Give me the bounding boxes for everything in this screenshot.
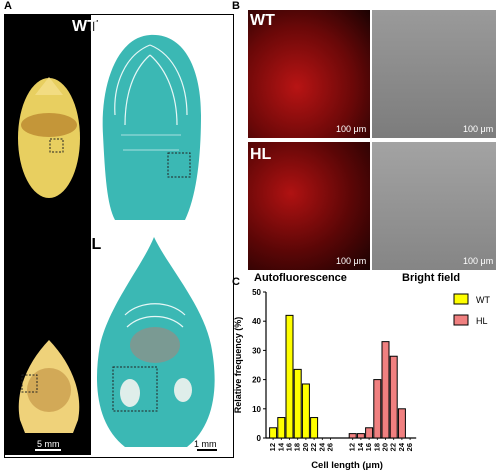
y-tick-label: 0 (257, 434, 262, 443)
panel-b-hl-label: HL (250, 146, 272, 163)
scale-wt-fluor: 100 μm (336, 124, 367, 134)
y-tick-label: 50 (252, 288, 261, 297)
x-tick-label-wt: 18 (293, 443, 302, 451)
x-tick-label-wt: 22 (309, 443, 318, 451)
y-tick-label: 40 (252, 317, 261, 326)
x-tick-label-wt: 26 (326, 443, 335, 451)
bar-hl (365, 427, 374, 439)
x-tick-label-hl: 18 (372, 443, 381, 451)
x-tick-label-hl: 20 (381, 443, 390, 451)
y-tick-label: 30 (252, 346, 261, 355)
bar-wt (269, 427, 278, 439)
x-tick-label-hl: 12 (348, 443, 357, 451)
x-tick-label-wt: 24 (317, 442, 326, 451)
x-axis-title: Cell length (μm) (311, 460, 383, 470)
hl-section-image (96, 237, 217, 451)
bar-wt (285, 314, 294, 439)
x-tick-label-wt: 20 (301, 443, 310, 451)
x-tick-label-hl: 16 (364, 443, 373, 451)
panel-label-b: B (232, 0, 240, 12)
hl-autofluorescence-image (248, 142, 370, 270)
scale-hl-bright: 100 μm (463, 256, 494, 266)
panel-a-frame (4, 14, 234, 458)
panel-a-images (18, 34, 217, 451)
bar-wt (301, 383, 310, 439)
caption-autofluorescence: Autofluorescence (254, 272, 347, 284)
bar-hl (373, 379, 382, 439)
wt-autofluorescence-image (248, 10, 370, 138)
bar-hl (389, 355, 398, 439)
bar-hl (348, 433, 357, 439)
wt-seed-photo (18, 77, 80, 198)
panel-a-wt-label: WT (72, 18, 97, 35)
x-tick-label-hl: 14 (356, 442, 365, 451)
bar-wt (293, 368, 302, 439)
hl-bright-field-image (372, 142, 496, 270)
y-axis-title: Relative frequency (%) (233, 317, 243, 414)
panel-a-scale-5mm: 5 mm (37, 439, 60, 449)
x-tick-label-hl: 26 (405, 443, 414, 451)
x-tick-label-wt: 16 (285, 443, 294, 451)
legend-swatch-wt (453, 293, 469, 305)
caption-bright-field: Bright field (402, 272, 461, 284)
panel-label-c: C (232, 276, 240, 288)
x-tick-label-wt: 14 (276, 442, 285, 451)
legend-swatch-hl (453, 314, 469, 326)
hl-seed-photo (18, 340, 80, 451)
legend-label-hl: HL (476, 316, 488, 326)
wt-section-image (102, 34, 201, 220)
panel-a-hl-label: HL (80, 236, 102, 253)
panel-a-scale-1mm: 1 mm (194, 439, 217, 449)
y-tick-label: 20 (252, 376, 261, 385)
x-tick-label-hl: 22 (389, 443, 398, 451)
y-tick-label: 10 (252, 405, 261, 414)
bar-wt (277, 417, 286, 439)
x-tick-label-hl: 24 (397, 442, 406, 451)
panel-label-a: A (4, 0, 12, 12)
scale-hl-fluor: 100 μm (336, 256, 367, 266)
bar-hl (397, 408, 406, 439)
bar-wt (310, 417, 319, 439)
legend-label-wt: WT (476, 295, 490, 305)
scale-wt-bright: 100 μm (463, 124, 494, 134)
x-tick-label-wt: 12 (268, 443, 277, 451)
panel-b-wt-label: WT (250, 12, 275, 29)
bar-hl (381, 341, 390, 439)
wt-bright-field-image (372, 10, 496, 138)
bar-hl (356, 433, 365, 439)
